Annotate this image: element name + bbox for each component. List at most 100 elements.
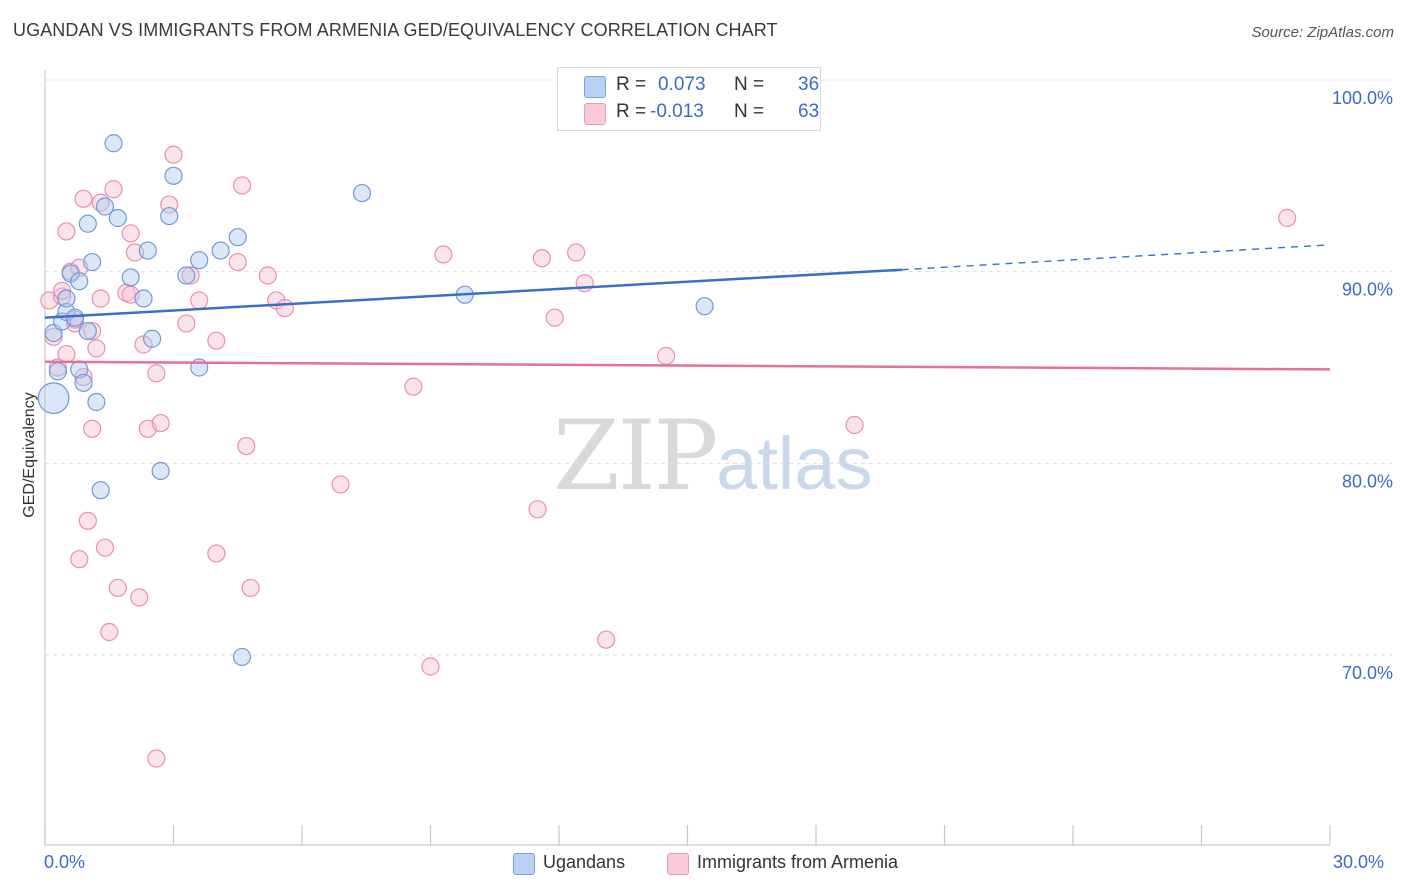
bottom-legend-swatch-pink	[667, 853, 689, 875]
bottom-legend-label-armenia: Immigrants from Armenia	[697, 852, 899, 872]
data-point	[331, 475, 350, 494]
data-point	[130, 588, 149, 607]
trend-line-ugandans-extension	[901, 244, 1331, 271]
data-point	[74, 373, 93, 392]
data-point	[37, 382, 70, 415]
legend-n-label: N =	[734, 101, 765, 122]
data-point	[597, 630, 616, 649]
data-point	[108, 208, 127, 228]
data-point	[91, 289, 110, 308]
y-axis-label: GED/Equivalency	[21, 392, 38, 518]
data-point	[237, 436, 256, 456]
data-point	[575, 274, 594, 293]
data-point	[181, 266, 200, 285]
trend-lines	[44, 244, 1331, 371]
data-point	[164, 145, 183, 164]
legend-r-value: 0.073	[658, 74, 706, 95]
legend-n-label: N =	[734, 74, 765, 95]
data-point	[134, 289, 153, 308]
correlation-legend: R = 0.073 N = 36 R = -0.013 N = 63	[557, 67, 821, 131]
data-point	[44, 327, 63, 346]
data-point	[121, 224, 140, 243]
data-point	[656, 346, 676, 366]
watermark-zip: ZIP	[553, 400, 718, 512]
data-point	[78, 511, 97, 530]
chart-title: UGANDAN VS IMMIGRANTS FROM ARMENIA GED/E…	[13, 20, 778, 40]
legend-swatch-blue	[584, 76, 606, 98]
data-point	[177, 266, 196, 285]
source-label: Source: ZipAtlas.com	[1251, 24, 1394, 41]
data-point	[845, 415, 864, 435]
x-tick-min: 0.0%	[44, 852, 86, 872]
data-point	[434, 245, 453, 264]
data-point	[528, 500, 547, 519]
data-point	[87, 392, 106, 412]
bottom-legend-swatch-blue	[513, 853, 535, 875]
data-point	[232, 176, 252, 195]
data-point	[532, 249, 551, 268]
data-point	[164, 166, 183, 185]
data-point	[352, 183, 372, 203]
data-point	[1278, 208, 1297, 228]
data-point	[48, 362, 67, 381]
series-immigrants-from-armenia	[40, 145, 1297, 768]
axes	[44, 70, 1331, 846]
data-point	[207, 331, 226, 350]
data-point	[275, 298, 294, 318]
data-point	[232, 647, 252, 667]
data-point	[160, 206, 179, 226]
legend-n-value: 63	[798, 101, 820, 122]
data-point	[83, 419, 102, 438]
legend-r-label: R =	[616, 74, 647, 95]
data-point	[104, 180, 123, 199]
data-point	[95, 538, 115, 557]
data-point	[138, 241, 157, 260]
data-point	[57, 344, 76, 364]
data-point	[78, 321, 97, 341]
data-point	[258, 266, 277, 285]
data-point	[211, 241, 230, 260]
data-point	[108, 578, 127, 598]
data-point	[142, 329, 162, 348]
data-point	[695, 297, 714, 316]
data-point	[70, 272, 89, 291]
data-point	[151, 413, 170, 433]
data-point	[121, 268, 140, 287]
data-point	[83, 252, 102, 272]
data-point	[65, 308, 85, 327]
trend-line-ugandans	[44, 268, 902, 319]
legend-swatch-pink	[584, 103, 606, 125]
data-point	[147, 749, 166, 768]
y-tick-label: 70.0%	[1342, 663, 1393, 683]
data-point	[404, 377, 423, 396]
y-tick-label: 90.0%	[1342, 280, 1393, 300]
data-point	[70, 550, 89, 569]
data-point	[78, 214, 97, 233]
data-point	[91, 481, 110, 500]
data-point	[83, 321, 102, 341]
data-point	[177, 314, 196, 333]
data-point	[190, 291, 209, 310]
y-tick-label: 80.0%	[1342, 471, 1393, 491]
data-point	[567, 243, 586, 262]
data-point	[95, 197, 115, 216]
legend-n-value: 36	[798, 74, 820, 95]
data-point	[241, 578, 260, 598]
y-tick-labels: 100.0% 90.0% 80.0% 70.0%	[1332, 88, 1393, 683]
data-point	[151, 461, 170, 481]
y-tick-label: 100.0%	[1332, 88, 1393, 108]
data-point	[100, 622, 119, 642]
data-point	[57, 289, 76, 308]
data-point	[48, 358, 67, 377]
x-tick-max: 30.0%	[1333, 852, 1385, 872]
data-point	[57, 222, 76, 241]
data-point	[190, 251, 209, 270]
series-ugandans	[37, 134, 714, 667]
data-point	[207, 544, 226, 563]
trend-line-armenia	[44, 360, 1331, 371]
data-point	[421, 657, 440, 676]
data-point	[545, 308, 564, 327]
data-point	[228, 228, 247, 247]
bottom-legend-label-ugandans: Ugandans	[543, 852, 626, 872]
